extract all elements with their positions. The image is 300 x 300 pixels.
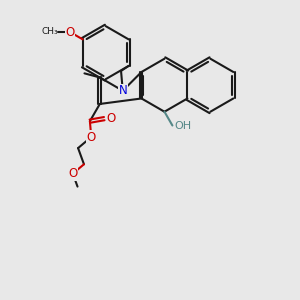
Text: O: O	[87, 130, 96, 143]
Text: O: O	[68, 167, 77, 180]
Text: CH₃: CH₃	[42, 27, 58, 36]
Text: O: O	[106, 112, 116, 125]
Text: OH: OH	[174, 121, 191, 131]
Text: O: O	[65, 26, 75, 39]
Text: N: N	[118, 84, 127, 97]
